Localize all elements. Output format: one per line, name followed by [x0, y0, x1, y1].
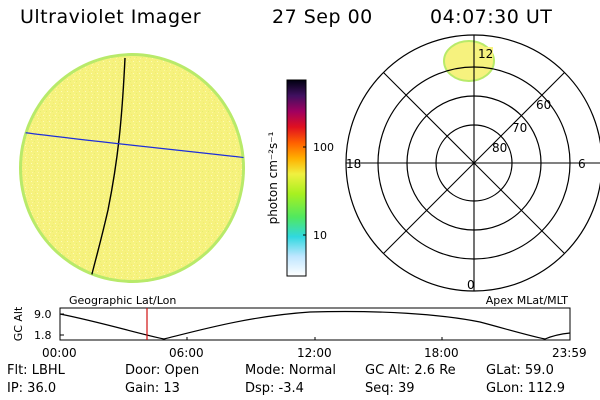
colorbar: 100 10 photon cm⁻²s⁻¹ [266, 79, 334, 277]
mlat-label-80: 80 [492, 141, 507, 155]
colorbar-label-100: 100 [313, 141, 334, 154]
observation-date: 27 Sep 00 [272, 6, 373, 28]
geographic-label: Geographic Lat/Lon [69, 294, 176, 307]
mlt-label-18: 18 [346, 157, 361, 171]
y-label-9: 9.0 [34, 308, 52, 321]
mlt-label-12: 12 [478, 47, 493, 61]
mlat-label-70: 70 [512, 121, 527, 135]
x-label-1200: 12:00 [297, 346, 332, 360]
x-label-0000: 00:00 [42, 346, 77, 360]
y-label-1.8: 1.8 [34, 329, 52, 342]
observation-time: 04:07:30 UT [430, 6, 553, 28]
polar-diagonal-2 [383, 72, 565, 254]
gc-alt-status: GC Alt: 2.6 Re [365, 363, 456, 378]
gain-status: Gain: 13 [125, 381, 180, 396]
orbit-plot-frame [59, 307, 571, 341]
colorbar-label-10: 10 [313, 229, 327, 242]
disk-fill [22, 56, 242, 280]
filter-status: Flt: LBHL [7, 363, 65, 378]
mlt-label-0: 0 [467, 278, 475, 292]
glat-status: GLat: 59.0 [486, 363, 554, 378]
geo-parallel-line [20, 131, 244, 159]
mlat-label-60: 60 [536, 98, 551, 112]
mlt-label-6: 6 [578, 157, 586, 171]
colorbar-scale [286, 79, 307, 277]
seq-status: Seq: 39 [365, 381, 415, 396]
earth-disk-image [19, 53, 245, 283]
ip-status: IP: 36.0 [7, 381, 57, 396]
altitude-curve [59, 310, 571, 340]
door-status: Door: Open [125, 363, 200, 378]
instrument-title: Ultraviolet Imager [20, 6, 202, 28]
mode-status: Mode: Normal [245, 363, 336, 378]
orbit-altitude-panel: Geographic Lat/Lon Apex MLat/MLT 9.0 1.8… [12, 294, 587, 360]
apex-label: Apex MLat/MLT [486, 294, 569, 307]
x-label-1800: 18:00 [424, 346, 459, 360]
polar-mlat-mlt-plot: 12 18 6 0 60 70 80 [345, 34, 600, 292]
y-axis-title: GC Alt [12, 306, 25, 341]
geo-meridian-line [89, 57, 126, 282]
mlt-12-bg [477, 47, 493, 61]
dsp-status: Dsp: -3.4 [245, 381, 304, 396]
x-label-2359: 23:59 [552, 346, 587, 360]
colorbar-units-label: photon cm⁻²s⁻¹ [266, 131, 280, 224]
x-label-0600: 06:00 [169, 346, 204, 360]
glon-status: GLon: 112.9 [486, 381, 566, 396]
